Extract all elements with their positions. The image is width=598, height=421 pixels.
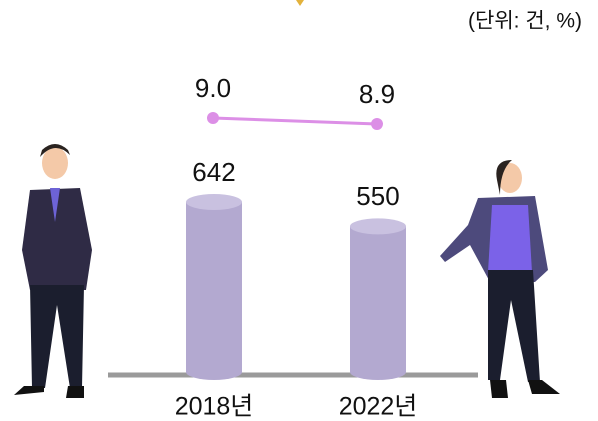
bar-top [350,218,406,235]
line-point [207,112,219,124]
x-tick-label: 2022년 [339,393,418,421]
bar [350,226,406,380]
line-value-label: 8.9 [359,79,395,109]
man-illustration [14,144,92,398]
title-fragment [296,0,304,6]
unit-note: (단위: 건, %) [468,10,582,33]
bar-top [186,194,242,210]
line-point [371,118,383,130]
x-tick-label: 2018년 [175,393,254,421]
bar [186,202,242,380]
bar-value-label: 642 [192,157,235,187]
line [212,116,378,126]
woman-illustration [440,160,560,398]
line-value-label: 9.0 [195,73,231,103]
bar-value-label: 550 [356,181,399,211]
